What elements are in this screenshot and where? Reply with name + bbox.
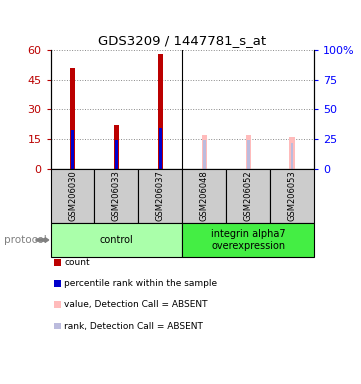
Text: GSM206033: GSM206033 [112, 170, 121, 221]
Bar [290, 137, 295, 169]
Text: GSM206053: GSM206053 [288, 170, 297, 221]
Text: GSM206037: GSM206037 [156, 170, 165, 221]
Text: percentile rank within the sample: percentile rank within the sample [64, 279, 217, 288]
Bar [114, 125, 119, 169]
Text: rank, Detection Call = ABSENT: rank, Detection Call = ABSENT [64, 321, 203, 331]
Text: value, Detection Call = ABSENT: value, Detection Call = ABSENT [64, 300, 208, 310]
Bar [245, 135, 251, 169]
Bar [159, 129, 162, 169]
Bar [158, 54, 163, 169]
Text: GSM206052: GSM206052 [244, 170, 253, 221]
Bar [291, 143, 293, 169]
Bar [70, 68, 75, 169]
Text: count: count [64, 258, 90, 267]
Text: GSM206030: GSM206030 [68, 170, 77, 221]
Bar [247, 141, 249, 169]
Text: protocol: protocol [4, 235, 46, 245]
Bar [115, 141, 118, 169]
Text: integrin alpha7
overexpression: integrin alpha7 overexpression [211, 229, 286, 251]
Title: GDS3209 / 1447781_s_at: GDS3209 / 1447781_s_at [98, 34, 266, 47]
Text: control: control [100, 235, 133, 245]
Bar [202, 135, 207, 169]
Text: GSM206048: GSM206048 [200, 170, 209, 221]
Bar [71, 130, 74, 169]
Bar [203, 141, 205, 169]
